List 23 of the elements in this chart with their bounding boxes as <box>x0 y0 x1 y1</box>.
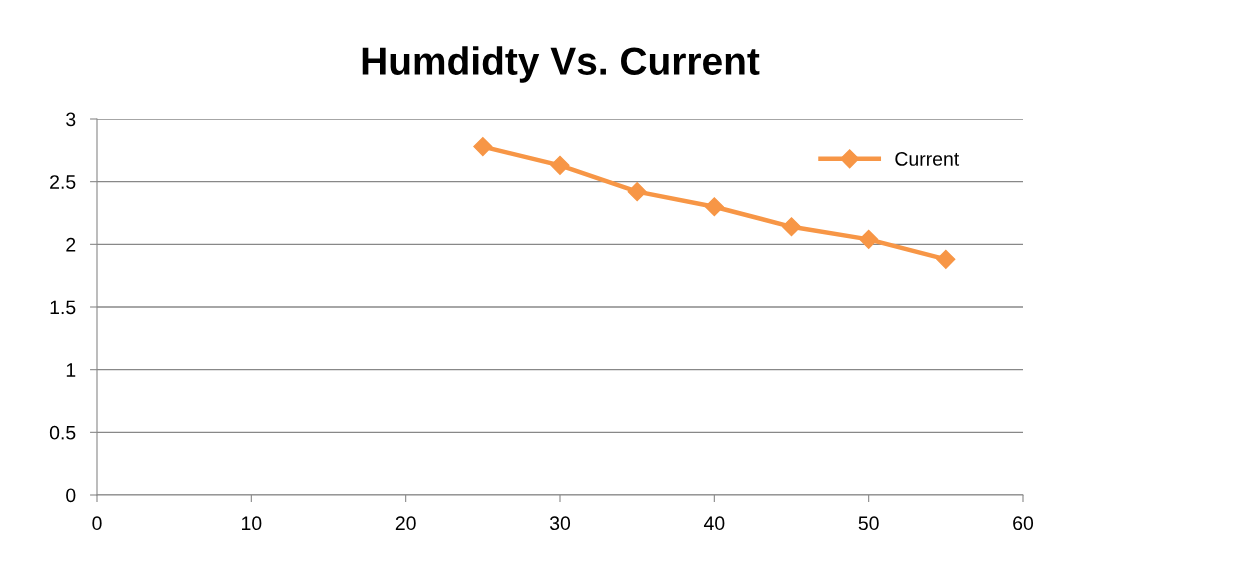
point <box>550 155 570 175</box>
y-tick-label: 1 <box>66 363 76 377</box>
point <box>781 217 802 237</box>
y-tick-label: 2.5 <box>50 175 76 189</box>
legend-label: Current <box>895 152 960 166</box>
x-tick-label: 0 <box>92 516 102 531</box>
x-tick-label: 60 <box>1013 516 1034 531</box>
x-tick-label: 30 <box>549 516 571 531</box>
y-tick-label: 0.5 <box>49 425 76 440</box>
point <box>936 249 956 269</box>
x-tick-label: 10 <box>242 516 262 531</box>
y-tick-label: 3 <box>66 112 76 127</box>
x-tick-label: 50 <box>858 516 879 531</box>
point <box>859 229 879 249</box>
point <box>627 182 647 202</box>
x-tick-label: 40 <box>703 516 725 531</box>
point <box>704 197 724 217</box>
y-tick-label: 0 <box>66 488 76 503</box>
y-tick-label: 2 <box>66 237 76 252</box>
x-tick-label: 20 <box>395 516 416 531</box>
point <box>473 137 493 157</box>
y-tick-label: 1.5 <box>50 300 76 315</box>
chart-title: Humdidty Vs. Current <box>362 46 760 83</box>
